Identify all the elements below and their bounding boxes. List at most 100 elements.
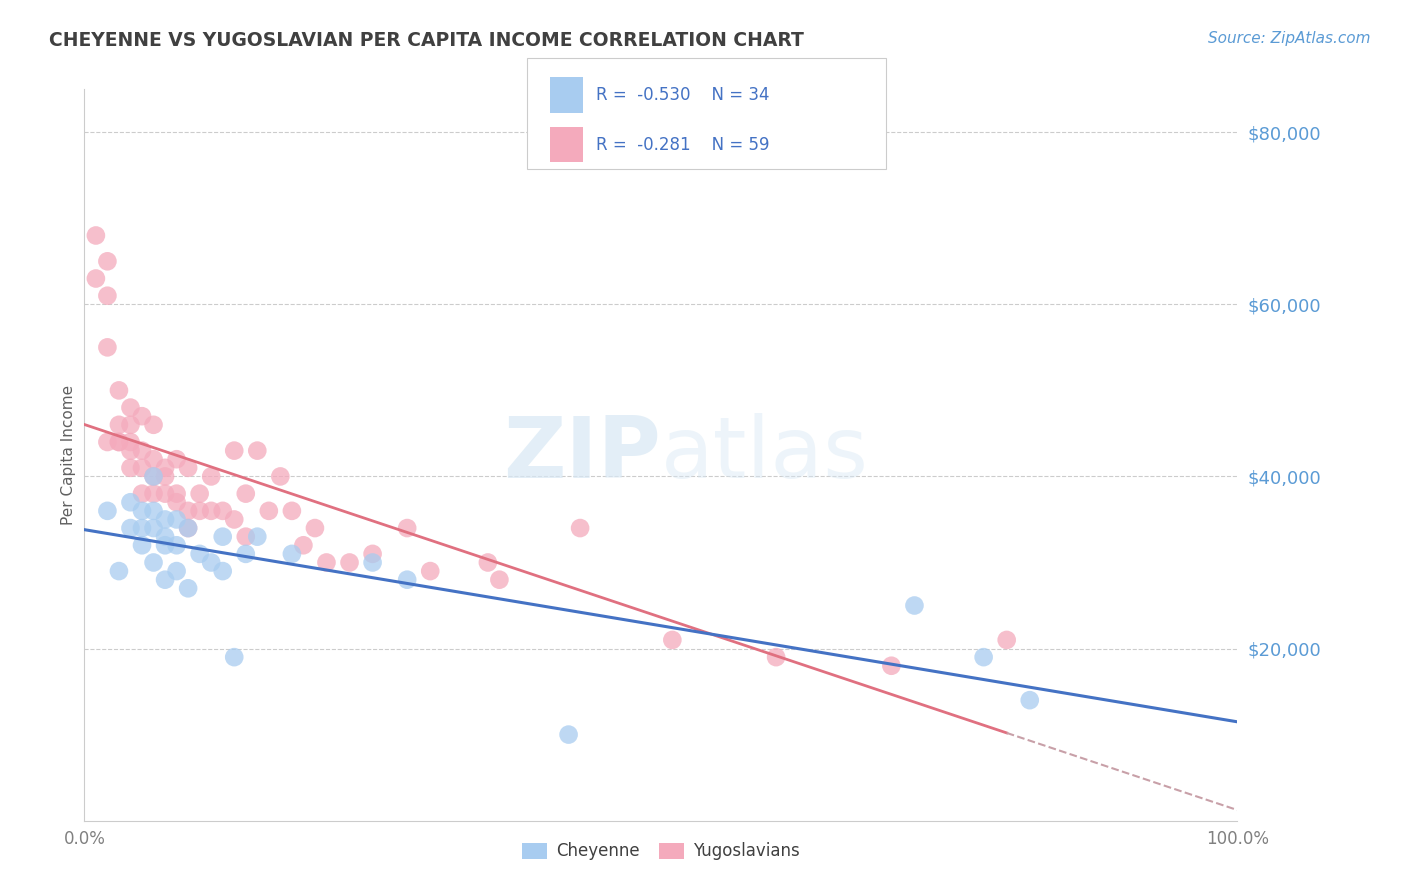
- Point: [131, 409, 153, 424]
- Point: [166, 512, 188, 526]
- Point: [142, 417, 165, 432]
- Point: [973, 650, 995, 665]
- Point: [246, 530, 269, 544]
- Point: [166, 564, 188, 578]
- Point: [200, 469, 222, 483]
- Point: [96, 254, 118, 268]
- Point: [224, 443, 246, 458]
- Point: [96, 340, 118, 354]
- Point: [557, 728, 579, 742]
- Point: [1018, 693, 1040, 707]
- Point: [224, 650, 246, 665]
- Point: [131, 504, 153, 518]
- Point: [166, 486, 188, 500]
- Point: [166, 495, 188, 509]
- Point: [269, 469, 291, 483]
- Point: [120, 521, 142, 535]
- Point: [177, 521, 200, 535]
- Point: [361, 556, 384, 570]
- Point: [177, 521, 200, 535]
- Point: [108, 384, 131, 398]
- Point: [315, 556, 337, 570]
- Point: [304, 521, 326, 535]
- Point: [131, 443, 153, 458]
- Point: [177, 504, 200, 518]
- Point: [96, 504, 118, 518]
- Point: [131, 521, 153, 535]
- Point: [120, 443, 142, 458]
- Point: [361, 547, 384, 561]
- Point: [142, 556, 165, 570]
- Text: R =  -0.530    N = 34: R = -0.530 N = 34: [596, 87, 769, 104]
- Point: [153, 469, 176, 483]
- Point: [396, 573, 419, 587]
- Point: [903, 599, 925, 613]
- Point: [880, 658, 903, 673]
- Point: [120, 401, 142, 415]
- Point: [120, 435, 142, 450]
- Point: [153, 538, 176, 552]
- Point: [153, 512, 176, 526]
- Point: [396, 521, 419, 535]
- Point: [211, 564, 233, 578]
- Point: [200, 504, 222, 518]
- Point: [419, 564, 441, 578]
- Point: [188, 486, 211, 500]
- Point: [188, 504, 211, 518]
- Point: [142, 452, 165, 467]
- Text: R =  -0.281    N = 59: R = -0.281 N = 59: [596, 136, 769, 153]
- Point: [995, 632, 1018, 647]
- Point: [153, 486, 176, 500]
- Point: [211, 530, 233, 544]
- Point: [131, 460, 153, 475]
- Point: [84, 228, 107, 243]
- Point: [120, 460, 142, 475]
- Point: [84, 271, 107, 285]
- Point: [292, 538, 315, 552]
- Point: [142, 486, 165, 500]
- Point: [166, 452, 188, 467]
- Point: [281, 547, 304, 561]
- Point: [477, 556, 499, 570]
- Point: [120, 495, 142, 509]
- Point: [153, 573, 176, 587]
- Point: [108, 564, 131, 578]
- Point: [177, 582, 200, 596]
- Point: [235, 486, 257, 500]
- Point: [569, 521, 592, 535]
- Point: [188, 547, 211, 561]
- Point: [235, 530, 257, 544]
- Point: [108, 435, 131, 450]
- Legend: Cheyenne, Yugoslavians: Cheyenne, Yugoslavians: [516, 836, 806, 867]
- Text: ZIP: ZIP: [503, 413, 661, 497]
- Point: [142, 521, 165, 535]
- Point: [142, 504, 165, 518]
- Text: Source: ZipAtlas.com: Source: ZipAtlas.com: [1208, 31, 1371, 46]
- Point: [177, 460, 200, 475]
- Point: [246, 443, 269, 458]
- Y-axis label: Per Capita Income: Per Capita Income: [60, 384, 76, 525]
- Point: [153, 460, 176, 475]
- Point: [131, 486, 153, 500]
- Text: CHEYENNE VS YUGOSLAVIAN PER CAPITA INCOME CORRELATION CHART: CHEYENNE VS YUGOSLAVIAN PER CAPITA INCOM…: [49, 31, 804, 50]
- Point: [488, 573, 510, 587]
- Point: [120, 417, 142, 432]
- Point: [257, 504, 280, 518]
- Point: [200, 556, 222, 570]
- Point: [142, 469, 165, 483]
- Point: [131, 538, 153, 552]
- Point: [211, 504, 233, 518]
- Point: [142, 469, 165, 483]
- Point: [108, 435, 131, 450]
- Text: atlas: atlas: [661, 413, 869, 497]
- Point: [96, 289, 118, 303]
- Point: [96, 435, 118, 450]
- Point: [166, 538, 188, 552]
- Point: [281, 504, 304, 518]
- Point: [661, 632, 683, 647]
- Point: [108, 417, 131, 432]
- Point: [235, 547, 257, 561]
- Point: [153, 530, 176, 544]
- Point: [765, 650, 787, 665]
- Point: [224, 512, 246, 526]
